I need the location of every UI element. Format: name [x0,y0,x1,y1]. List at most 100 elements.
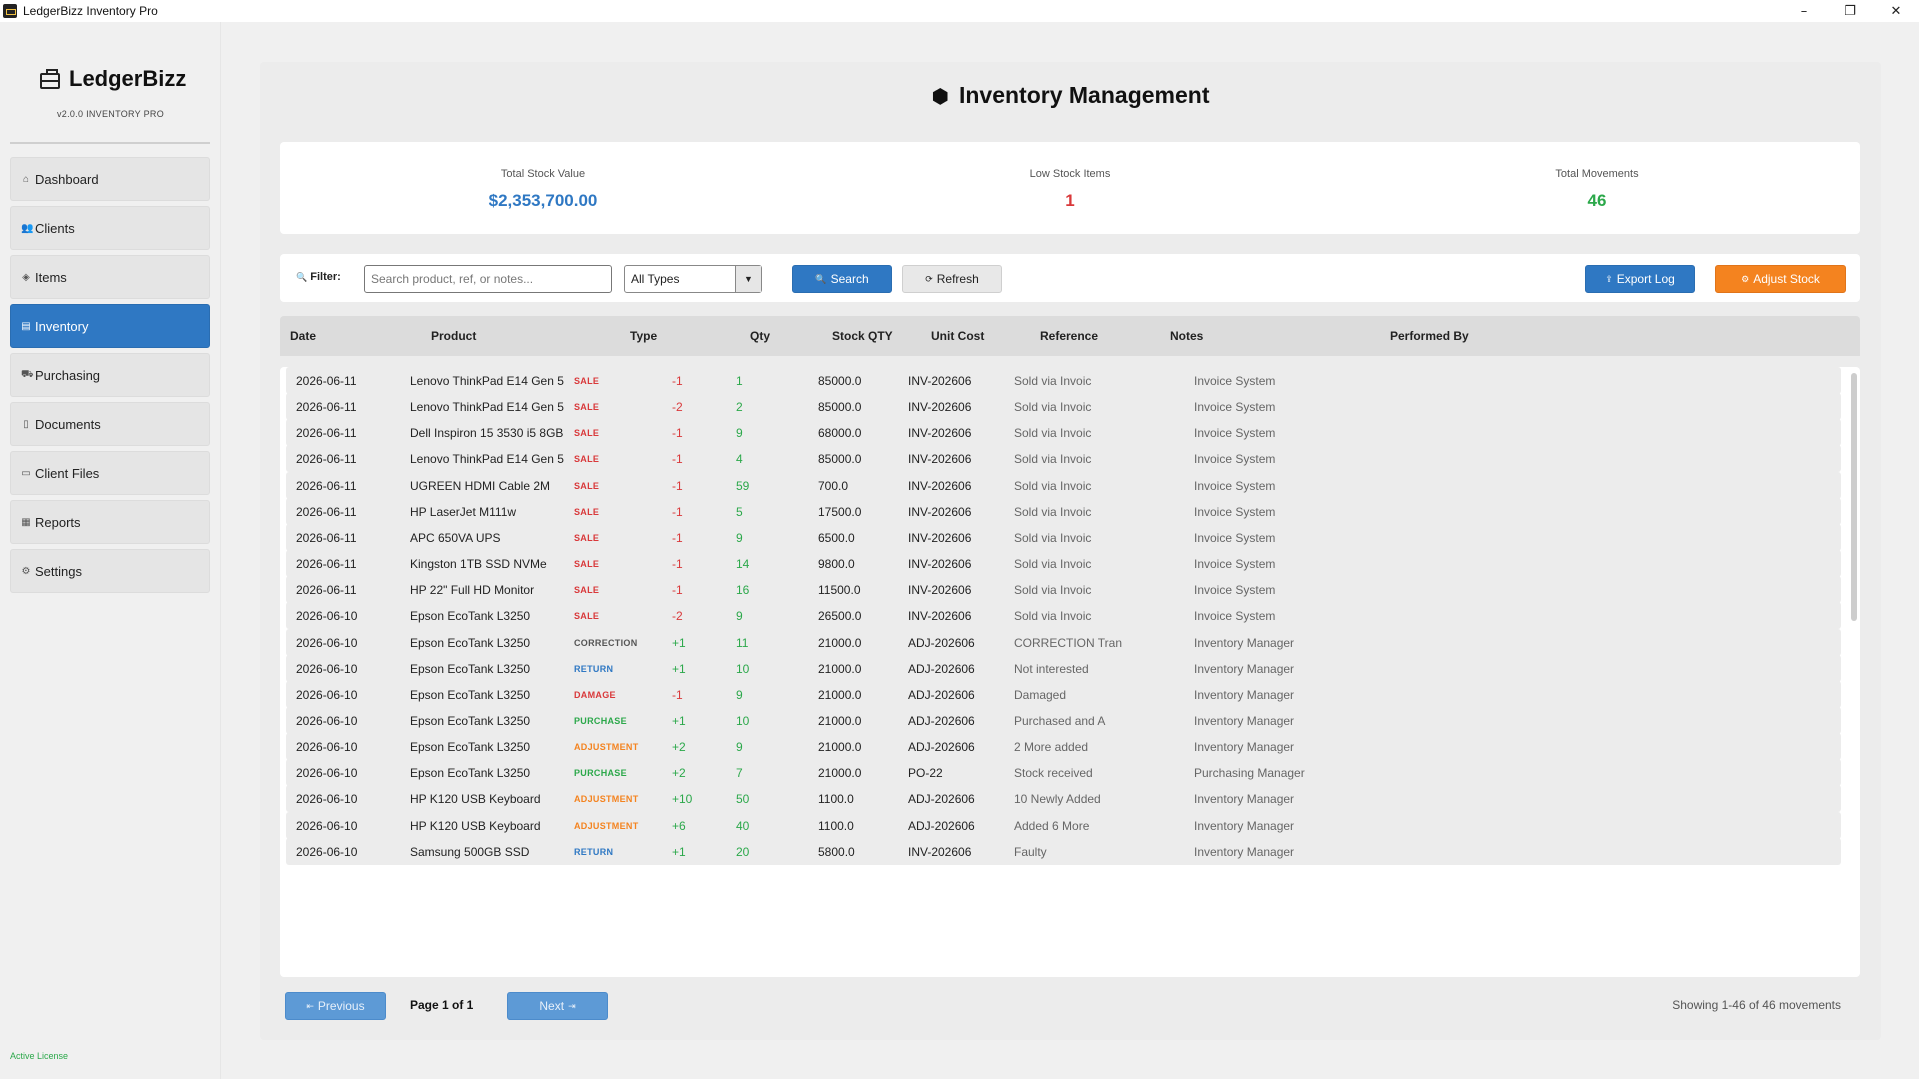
cell-qty: -1 [672,504,683,519]
cell-reference: INV-202606 [908,530,972,545]
stat-value: $2,353,700.00 [488,191,598,210]
sidebar-item-settings[interactable]: ⚙ Settings [10,549,210,593]
previous-button[interactable]: ⇤ Previous [285,992,386,1020]
export-icon: ⇪ [1605,273,1613,284]
cell-product: Epson EcoTank L3250 [410,635,531,650]
refresh-button[interactable]: ⟳ Refresh [902,265,1002,293]
cell-performed-by: Invoice System [1194,530,1276,545]
type-badge: SALE [574,402,600,413]
cell-unit-cost: 21000.0 [818,740,862,755]
table-row[interactable]: 2026-06-10 Samsung 500GB SSD RETURN +1 20 580… [286,837,1841,865]
cell-performed-by: Inventory Manager [1194,818,1295,833]
table-scrollbar[interactable] [1851,373,1857,621]
package-icon: ⬢ [931,83,949,108]
title-bar: LedgerBizz Inventory Pro – ❐ ✕ [0,0,1919,22]
table-row[interactable]: 2026-06-11 APC 650VA UPS SALE -1 9 6500.0 INV-… [286,523,1841,551]
app-icon [3,4,17,18]
minimize-icon[interactable]: – [1800,3,1808,19]
next-button[interactable]: Next ⇥ [507,992,608,1020]
table-row[interactable]: 2026-06-11 Dell Inspiron 15 3530 i5 8GB SA… [286,419,1841,447]
table-row[interactable]: 2026-06-10 Epson EcoTank L3250 DAMAGE -1 9 21… [286,680,1841,708]
table-row[interactable]: 2026-06-10 Epson EcoTank L3250 RETURN +1 10 2… [286,654,1841,682]
sidebar-item-dashboard[interactable]: ⌂ Dashboard [10,157,210,201]
table-row[interactable]: 2026-06-10 Epson EcoTank L3250 PURCHASE +1 1… [286,706,1841,734]
type-badge: DAMAGE [574,689,616,700]
column-header-reference[interactable]: Reference [1040,329,1099,343]
table-row[interactable]: 2026-06-11 Lenovo ThinkPad E14 Gen 5 SALE -… [286,445,1841,473]
search-input[interactable] [364,265,612,293]
cell-stock-qty: 11 [736,635,749,650]
column-header-qty[interactable]: Qty [750,329,771,343]
sidebar-item-reports[interactable]: ▦ Reports [10,500,210,544]
close-icon[interactable]: ✕ [1890,3,1902,19]
adjust-stock-button[interactable]: ⚙ Adjust Stock [1715,265,1846,293]
cell-notes: Stock received [1014,766,1093,781]
cell-qty: -1 [672,557,683,572]
report-icon: ▦ [21,516,31,528]
type-filter-select[interactable]: All Types ▼ [624,265,762,293]
cell-notes: 2 More added [1014,740,1089,755]
cell-stock-qty: 16 [736,583,750,598]
stat-total-movements: Total Movements 46 [1334,142,1860,211]
sidebar-item-label: Client Files [35,465,100,481]
cell-qty: -2 [672,400,683,415]
column-header-product[interactable]: Product [431,329,477,343]
cell-notes: Sold via Invoic [1014,557,1092,572]
cell-product: Epson EcoTank L3250 [410,609,531,624]
cell-stock-qty: 9 [736,530,743,545]
cell-performed-by: Inventory Manager [1194,687,1295,702]
type-badge: PURCHASE [574,768,627,779]
page-title: ⬢ Inventory Management [260,82,1881,109]
table-row[interactable]: 2026-06-10 Epson EcoTank L3250 ADJUSTMENT +… [286,733,1841,761]
sidebar-item-purchasing[interactable]: ⛟ Purchasing [10,353,210,397]
table-row[interactable]: 2026-06-11 Kingston 1TB SSD NVMe SALE -1 14 9… [286,550,1841,578]
table-row[interactable]: 2026-06-11 Lenovo ThinkPad E14 Gen 5 SALE -… [286,367,1841,394]
table-row[interactable]: 2026-06-11 Lenovo ThinkPad E14 Gen 5 SALE -… [286,393,1841,421]
type-badge: PURCHASE [574,715,627,726]
cell-notes: Sold via Invoic [1014,583,1092,598]
column-header-unit-cost[interactable]: Unit Cost [931,329,985,343]
cell-notes: CORRECTION Tran [1014,635,1123,650]
type-badge: SALE [574,376,600,386]
export-log-button[interactable]: ⇪ Export Log [1585,265,1695,293]
search-button[interactable]: 🔍 Search [792,265,892,293]
chevron-down-icon[interactable]: ▼ [735,266,761,292]
cell-notes: Sold via Invoic [1014,504,1092,519]
table-row[interactable]: 2026-06-10 Epson EcoTank L3250 CORRECTION +… [286,628,1841,656]
table-row[interactable]: 2026-06-10 Epson EcoTank L3250 PURCHASE +2 7… [286,759,1841,787]
cell-unit-cost: 85000.0 [818,374,862,388]
table-row[interactable]: 2026-06-10 HP K120 USB Keyboard ADJUSTMENT… [286,785,1841,813]
cell-stock-qty: 9 [736,609,743,624]
table-row[interactable]: 2026-06-11 HP LaserJet M111w SALE -1 5 17500.… [286,497,1841,525]
sidebar-item-clients[interactable]: 👥 Clients [10,206,210,250]
cell-date: 2026-06-10 [296,609,358,624]
table-row[interactable]: 2026-06-11 UGREEN HDMI Cable 2M SALE -1 59 70… [286,471,1841,499]
cell-reference: ADJ-202606 [908,740,975,755]
stat-value: 1 [1065,191,1075,210]
stat-total-stock-value: Total Stock Value $2,353,700.00 [280,142,806,211]
cell-product: Lenovo ThinkPad E14 Gen 5 [410,400,564,415]
movements-table[interactable]: 2026-06-11 Lenovo ThinkPad E14 Gen 5 SALE -… [280,367,1860,977]
column-header-notes[interactable]: Notes [1170,329,1204,343]
sidebar-item-items[interactable]: ◈ Items [10,255,210,299]
cell-date: 2026-06-10 [296,687,358,702]
sidebar-item-client-files[interactable]: ▭ Client Files [10,451,210,495]
column-header-type[interactable]: Type [630,329,658,343]
cell-product: Epson EcoTank L3250 [410,713,531,728]
cell-qty: -1 [672,687,683,702]
cell-reference: INV-202606 [908,374,972,388]
restore-icon[interactable]: ❐ [1844,3,1856,19]
column-header-date[interactable]: Date [290,329,317,343]
cell-product: HP K120 USB Keyboard [410,818,541,833]
cell-performed-by: Invoice System [1194,557,1276,572]
table-row[interactable]: 2026-06-10 Epson EcoTank L3250 SALE -2 9 2650… [286,602,1841,630]
cell-date: 2026-06-11 [296,452,357,467]
cell-reference: ADJ-202606 [908,818,975,833]
sidebar-item-documents[interactable]: ▯ Documents [10,402,210,446]
column-header-stock-qty[interactable]: Stock QTY [832,329,893,343]
column-header-performed-by[interactable]: Performed By [1390,329,1469,343]
table-row[interactable]: 2026-06-10 HP K120 USB Keyboard ADJUSTMENT… [286,811,1841,839]
sidebar-item-inventory[interactable]: ▤ Inventory [10,304,210,348]
cell-date: 2026-06-11 [296,478,357,493]
table-row[interactable]: 2026-06-11 HP 22" Full HD Monitor SALE -1 16… [286,576,1841,604]
